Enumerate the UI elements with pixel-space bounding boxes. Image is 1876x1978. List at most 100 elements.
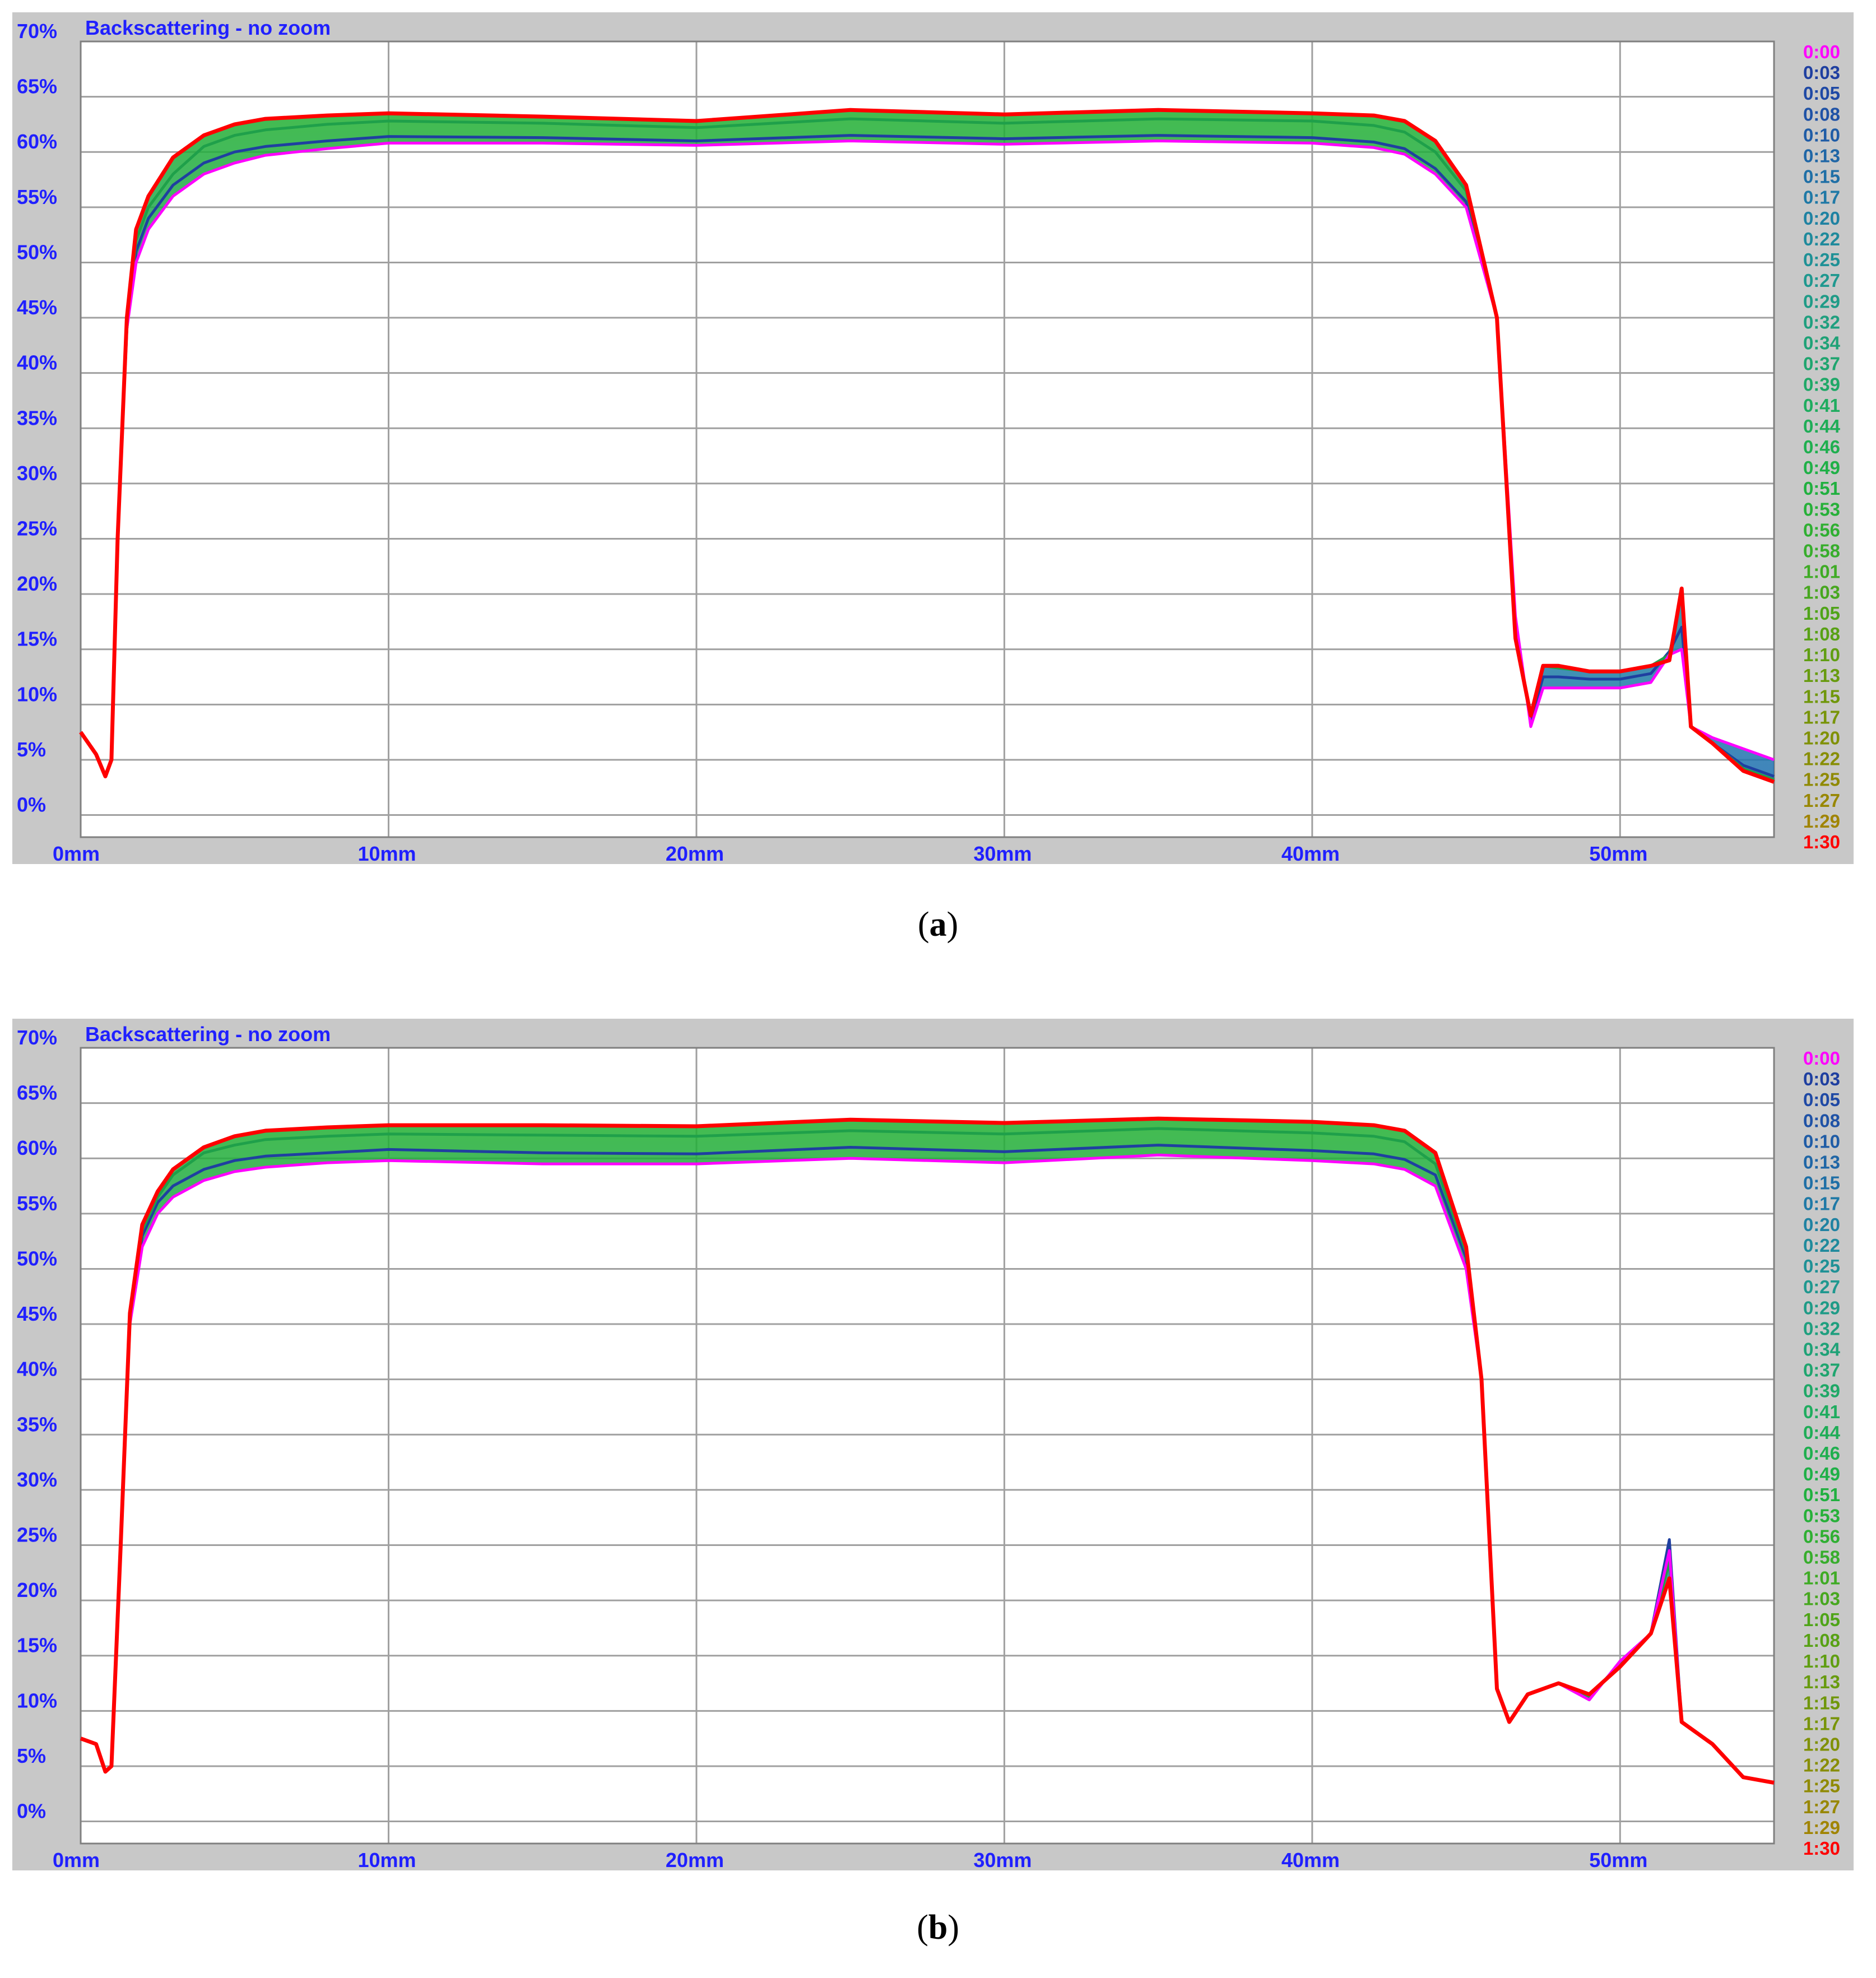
legend-entry: 0:22 (1803, 1235, 1840, 1256)
legend-entry: 0:20 (1803, 1214, 1840, 1235)
caption-a-letter: a (929, 906, 947, 944)
legend-entry: 1:27 (1803, 790, 1840, 811)
legend-entry: 1:13 (1803, 665, 1840, 686)
legend-entry: 0:32 (1803, 312, 1840, 332)
legend-entry: 1:05 (1803, 603, 1840, 624)
y-tick-label: 60% (17, 130, 57, 153)
legend-entry: 1:20 (1803, 1734, 1840, 1754)
x-tick-label: 20mm (666, 1849, 724, 1870)
legend-entry: 0:53 (1803, 499, 1840, 519)
legend-entry: 1:25 (1803, 769, 1840, 790)
legend-entry: 1:30 (1803, 832, 1840, 852)
legend-entry: 0:13 (1803, 1152, 1840, 1173)
legend-entry: 0:44 (1803, 1422, 1841, 1443)
legend-entry: 0:49 (1803, 457, 1840, 478)
y-tick-label: 5% (17, 1744, 46, 1767)
legend-entry: 1:20 (1803, 727, 1840, 748)
legend-entry: 1:15 (1803, 686, 1840, 707)
caption-b-letter: b (928, 1909, 948, 1947)
legend-entry: 0:25 (1803, 249, 1840, 270)
chart-b-svg: 70% 65% 60% 55% 50% 45% 40% 35% 30% 25% 20% 15% 10% 5… (17, 1023, 1841, 1870)
chart-panel-a: 70% 65% 60% 55% 50% 45% 40% 35% 30% 25% 20% 15% 10% 5… (12, 12, 1854, 864)
series-line-1-30 (79, 108, 1775, 784)
legend-entry: 0:05 (1803, 83, 1840, 104)
y-tick-label: 70% (17, 20, 57, 43)
legend-entry: 0:41 (1803, 395, 1840, 416)
y-tick-label: 20% (17, 572, 57, 595)
legend-entry: 1:10 (1803, 1651, 1840, 1671)
legend-entry: 0:58 (1803, 1547, 1840, 1568)
legend-entry: 1:25 (1803, 1776, 1840, 1796)
y-tick-label: 15% (17, 628, 57, 651)
y-tick-label: 35% (17, 406, 57, 429)
legend-entry: 1:03 (1803, 582, 1840, 603)
y-tick-label: 10% (17, 1689, 57, 1712)
y-tick-label: 0% (17, 793, 46, 816)
legend-entry: 0:46 (1803, 1443, 1840, 1464)
x-tick-label: 0mm (53, 842, 100, 864)
y-tick-label: 30% (17, 1468, 57, 1491)
legend-entry: 1:22 (1803, 1755, 1840, 1776)
series-line-0-03 (79, 134, 1775, 778)
legend-entry: 0:05 (1803, 1089, 1840, 1110)
y-tick-label: 25% (17, 517, 57, 540)
legend-entry: 1:08 (1803, 624, 1840, 644)
legend-entry: 0:17 (1803, 187, 1840, 208)
legend-entry: 0:03 (1803, 1069, 1840, 1089)
legend-entry: 0:41 (1803, 1401, 1840, 1422)
legend-entry: 1:05 (1803, 1609, 1840, 1630)
legend-entry: 0:44 (1803, 416, 1841, 437)
y-tick-label: 35% (17, 1413, 57, 1436)
legend-entry: 0:27 (1803, 270, 1840, 291)
legend-entry: 0:08 (1803, 1110, 1840, 1131)
chart-title: Backscattering - no zoom (85, 16, 331, 39)
series-line-0-00 (79, 140, 1775, 778)
x-tick-label: 10mm (357, 842, 416, 864)
legend-entry: 1:15 (1803, 1692, 1840, 1713)
legend-entry: 0:51 (1803, 478, 1840, 499)
y-tick-label: 5% (17, 738, 46, 761)
legend-entry: 0:15 (1803, 1173, 1840, 1194)
legend-entry: 0:17 (1803, 1194, 1840, 1214)
x-tick-label: 0mm (53, 1849, 100, 1870)
y-tick-label: 40% (17, 351, 57, 374)
legend-entry: 1:17 (1803, 1713, 1840, 1734)
legend-entry: 0:03 (1803, 62, 1840, 83)
legend-entry: 0:34 (1803, 332, 1841, 353)
legend-entry: 0:27 (1803, 1276, 1840, 1297)
chart-a-svg: 70% 65% 60% 55% 50% 45% 40% 35% 30% 25% 20% 15% 10% 5… (17, 16, 1841, 864)
caption-b: (b) (917, 1909, 959, 1947)
plot-area (81, 41, 1774, 837)
legend-entry: 0:22 (1803, 229, 1840, 249)
chart-title: Backscattering - no zoom (85, 1023, 331, 1046)
y-tick-label: 70% (17, 1026, 57, 1049)
y-tick-label: 65% (17, 75, 57, 98)
legend-entry: 0:58 (1803, 541, 1840, 561)
plot-border (80, 1047, 1775, 1845)
x-tick-label: 40mm (1281, 842, 1340, 864)
legend-entry: 1:22 (1803, 749, 1840, 769)
legend-entry: 1:30 (1803, 1838, 1840, 1859)
y-tick-label: 20% (17, 1578, 57, 1601)
series-line-0-00 (80, 1153, 1775, 1784)
legend-entry: 0:00 (1803, 1048, 1840, 1069)
legend-entry: 0:00 (1803, 41, 1840, 62)
y-tick-label: 30% (17, 462, 57, 485)
legend-entry: 0:08 (1803, 104, 1840, 124)
legend-entry: 1:27 (1803, 1796, 1840, 1817)
y-tick-label: 60% (17, 1136, 57, 1159)
caption-a: (a) (917, 906, 959, 944)
x-tick-label: 50mm (1589, 1849, 1647, 1870)
legend-entry: 1:17 (1803, 707, 1840, 727)
legend-entry: 0:53 (1803, 1505, 1840, 1526)
x-tick-label: 40mm (1281, 1849, 1340, 1870)
plot-area (81, 1048, 1774, 1844)
y-tick-label: 25% (17, 1524, 57, 1547)
legend-entry: 0:29 (1803, 1297, 1840, 1318)
legend-entry: 0:39 (1803, 374, 1840, 395)
legend-entry: 0:10 (1803, 124, 1840, 145)
x-tick-label: 10mm (357, 1849, 416, 1870)
legend-entry: 0:15 (1803, 166, 1840, 187)
legend-entry: 0:37 (1803, 354, 1840, 374)
legend-entry: 0:51 (1803, 1484, 1840, 1505)
